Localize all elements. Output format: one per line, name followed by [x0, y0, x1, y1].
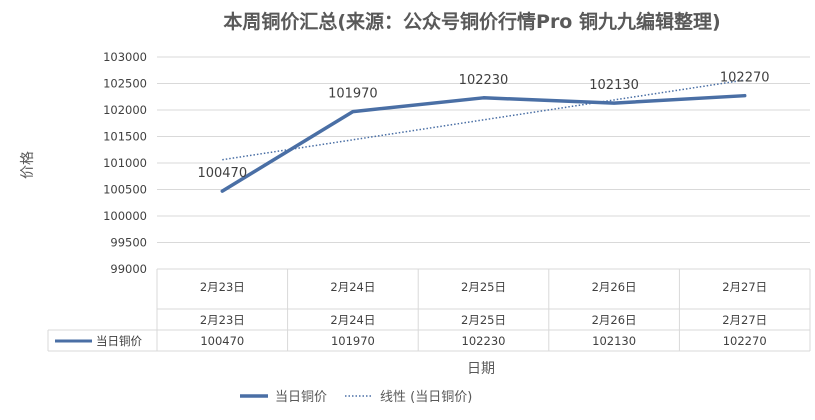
- legend-label-series: 当日铜价: [275, 390, 327, 405]
- y-tick-label: 99000: [110, 262, 147, 276]
- y-tick-label: 103000: [103, 50, 147, 64]
- y-tick-label: 99500: [110, 236, 147, 250]
- table-header-cell: 2月23日: [200, 313, 245, 327]
- data-label: 102230: [459, 73, 509, 88]
- x-tick-label: 2月24日: [330, 280, 375, 294]
- data-table: 2月23日 2月23日 100470 2月24日 2月24日 101970 2月25日 2月2…: [47, 269, 811, 352]
- table-header-cell: 2月25日: [461, 313, 506, 327]
- data-label: 101970: [328, 87, 378, 102]
- x-tick-label: 2月27日: [722, 280, 767, 294]
- data-label: 100470: [197, 166, 247, 181]
- x-axis-title: 日期: [467, 361, 495, 377]
- legend-label-trendline: 线性 (当日铜价): [380, 390, 472, 405]
- y-tick-label: 101500: [103, 130, 147, 144]
- table-value-cell: 102230: [462, 334, 506, 348]
- table-row-label: 当日铜价: [96, 334, 142, 348]
- table-header-cell: 2月26日: [592, 313, 637, 327]
- table-value-cell: 101970: [331, 334, 375, 348]
- x-tick-label: 2月25日: [461, 280, 506, 294]
- y-axis-ticks: 99000 99500 100000 100500 101000 101500 102000…: [103, 50, 147, 276]
- y-tick-label: 100500: [103, 183, 147, 197]
- grid-lines: [157, 56, 810, 270]
- chart-title: 本周铜价汇总(来源：公众号铜价行情Pro 铜九九编辑整理): [223, 10, 720, 33]
- table-value-cell: 102270: [723, 334, 767, 348]
- y-tick-label: 102000: [103, 103, 147, 117]
- series-line-当日铜价: [220, 93, 747, 193]
- y-tick-label: 102500: [103, 77, 147, 91]
- data-label: 102270: [720, 71, 770, 86]
- table-value-cell: 102130: [592, 334, 636, 348]
- legend: 当日铜价 线性 (当日铜价): [240, 390, 472, 405]
- table-header-cell: 2月24日: [330, 313, 375, 327]
- data-labels: 100470 101970 102230 102130 102270: [197, 71, 769, 181]
- x-tick-label: 2月26日: [592, 280, 637, 294]
- trendline-layer: [222, 79, 745, 161]
- x-tick-label: 2月23日: [200, 280, 245, 294]
- table-value-cell: 100470: [200, 334, 244, 348]
- series-layer: [220, 93, 747, 193]
- y-tick-label: 101000: [103, 156, 147, 170]
- y-axis-title: 价格: [20, 151, 36, 179]
- data-label: 102130: [589, 78, 639, 93]
- y-tick-label: 100000: [103, 209, 147, 223]
- trendline: [222, 79, 745, 161]
- table-header-cell: 2月27日: [722, 313, 767, 327]
